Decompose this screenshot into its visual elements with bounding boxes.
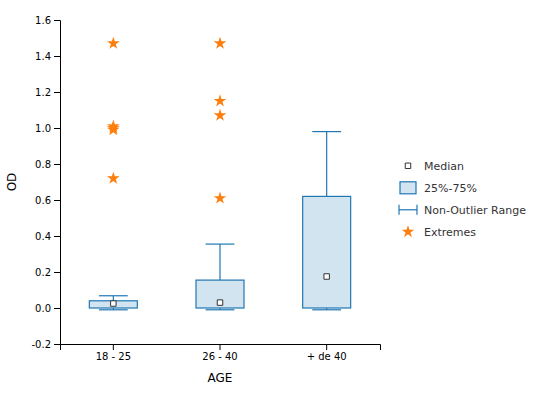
y-axis-title: OD bbox=[5, 173, 19, 192]
legend-label: Median bbox=[424, 160, 464, 173]
x-tick-mark bbox=[326, 344, 327, 350]
y-tick-label: 1.2 bbox=[35, 87, 51, 98]
legend-symbol bbox=[400, 182, 416, 194]
y-tick: 0.2 bbox=[35, 267, 60, 278]
x-tick-label: + de 40 bbox=[307, 351, 347, 362]
y-axis-line bbox=[54, 21, 61, 345]
y-tick-mark bbox=[54, 56, 60, 57]
y-tick: 1.0 bbox=[35, 123, 60, 134]
outlier bbox=[107, 37, 120, 49]
x-tick: + de 40 bbox=[307, 344, 347, 362]
x-tick-label: 18 - 25 bbox=[96, 351, 131, 362]
y-tick-label: -0.2 bbox=[31, 339, 51, 350]
box-group bbox=[89, 37, 137, 310]
y-tick: -0.2 bbox=[31, 339, 60, 350]
y-tick: 1.4 bbox=[35, 51, 60, 62]
y-tick-label: 0.2 bbox=[35, 267, 51, 278]
y-tick-mark bbox=[54, 200, 60, 201]
marks bbox=[89, 37, 350, 310]
y-tick-mark bbox=[54, 236, 60, 237]
y-tick-label: 0.4 bbox=[35, 231, 51, 242]
outlier bbox=[107, 120, 120, 132]
x-tick-mark bbox=[113, 344, 114, 350]
x-tick: 18 - 25 bbox=[96, 344, 131, 362]
legend-item: Median bbox=[405, 160, 464, 173]
whisker-cap-low bbox=[206, 309, 235, 310]
y-tick-mark bbox=[54, 272, 60, 273]
y-tick-mark bbox=[54, 92, 60, 93]
box bbox=[303, 196, 351, 308]
outlier bbox=[214, 109, 227, 121]
box bbox=[89, 301, 137, 308]
y-tick: 0.6 bbox=[35, 195, 60, 206]
median bbox=[111, 301, 116, 306]
chart-container: -0.2 0.0 0.2 0.4 0.6 0.8 1.0 1.2 1.4 1.6 18 - 25 26… bbox=[0, 0, 540, 394]
y-tick: 0.8 bbox=[35, 159, 60, 170]
box-group bbox=[196, 37, 244, 310]
y-tick-mark bbox=[54, 308, 60, 309]
plot-area: -0.2 0.0 0.2 0.4 0.6 0.8 1.0 1.2 1.4 1.6 18 - 25 26… bbox=[5, 15, 381, 385]
box bbox=[196, 280, 244, 308]
legend-symbol-line bbox=[399, 209, 417, 210]
whisker-cap-high bbox=[99, 295, 128, 296]
whisker-high bbox=[113, 296, 114, 301]
box-group bbox=[303, 132, 351, 310]
whisker-cap-high bbox=[312, 131, 341, 132]
whisker-high bbox=[326, 132, 327, 197]
y-tick: 0.0 bbox=[35, 303, 60, 314]
x-tick-mark bbox=[220, 344, 221, 350]
y-tick: 1.6 bbox=[35, 15, 60, 26]
legend-label: Extremes bbox=[424, 226, 476, 239]
y-tick-label: 0.6 bbox=[35, 195, 51, 206]
outlier bbox=[214, 192, 227, 204]
y-tick-label: 0.8 bbox=[35, 159, 51, 170]
outlier bbox=[214, 94, 227, 106]
legend-symbol-cap bbox=[398, 205, 399, 215]
whisker-cap-low bbox=[312, 309, 341, 310]
y-axis: -0.2 0.0 0.2 0.4 0.6 0.8 1.0 1.2 1.4 1.6 bbox=[31, 15, 60, 350]
median bbox=[217, 300, 222, 305]
legend-label: 25%-75% bbox=[424, 182, 477, 195]
x-axis-line bbox=[61, 345, 381, 351]
y-tick-label: 0.0 bbox=[35, 303, 51, 314]
legend-item: Non-Outlier Range bbox=[399, 204, 526, 217]
legend-symbol bbox=[402, 225, 415, 237]
whisker-cap-low bbox=[99, 309, 128, 310]
outlier bbox=[107, 172, 120, 184]
legend-label: Non-Outlier Range bbox=[424, 204, 526, 217]
y-tick-label: 1.4 bbox=[35, 51, 51, 62]
y-tick: 0.4 bbox=[35, 231, 60, 242]
x-axis: 18 - 25 26 - 40 + de 40 bbox=[61, 344, 381, 362]
y-tick: 1.2 bbox=[35, 87, 60, 98]
chart-svg: -0.2 0.0 0.2 0.4 0.6 0.8 1.0 1.2 1.4 1.6 18 - 25 26… bbox=[0, 0, 540, 394]
x-tick-label: 26 - 40 bbox=[202, 351, 237, 362]
legend-symbol-cap bbox=[416, 205, 417, 215]
y-tick-label: 1.0 bbox=[35, 123, 51, 134]
legend-item: 25%-75% bbox=[400, 182, 477, 195]
outlier bbox=[214, 37, 227, 49]
whisker-high bbox=[219, 244, 220, 280]
legend-symbol bbox=[399, 205, 417, 215]
y-tick-mark bbox=[54, 20, 60, 21]
whisker-cap-high bbox=[206, 244, 235, 245]
y-tick-label: 1.6 bbox=[35, 15, 51, 26]
legend-item: Extremes bbox=[402, 225, 477, 239]
median bbox=[324, 274, 329, 279]
legend-symbol bbox=[405, 163, 410, 168]
x-tick: 26 - 40 bbox=[202, 344, 237, 362]
y-tick-mark bbox=[54, 164, 60, 165]
y-tick-mark bbox=[54, 344, 60, 345]
x-axis-title: AGE bbox=[208, 371, 233, 385]
y-tick-mark bbox=[54, 128, 60, 129]
legend: Median 25%-75% Non-Outlier Range Extremes bbox=[399, 160, 526, 239]
